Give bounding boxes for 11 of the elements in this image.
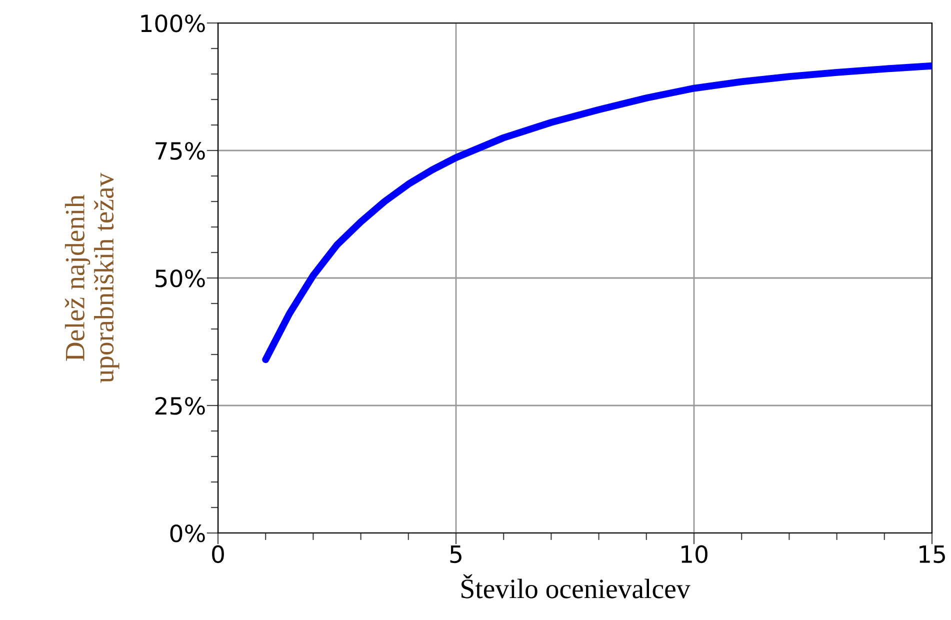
y-tick-label: 25% xyxy=(155,396,205,415)
y-axis-title: Delež najdenih uporabniških težav xyxy=(64,172,120,383)
x-tick-label: 5 xyxy=(450,546,462,564)
y-tick-label: 75% xyxy=(156,142,205,160)
x-tick-label: 10 xyxy=(682,545,708,564)
x-tick-label: 15 xyxy=(920,546,945,564)
x-tick-label: 0 xyxy=(212,545,224,564)
y-tick-label: 0% xyxy=(170,524,205,542)
x-axis-title: Število ocenievalcev xyxy=(462,574,690,598)
y-tick-label: 100% xyxy=(141,14,205,32)
y-tick-label: 50% xyxy=(156,269,205,288)
